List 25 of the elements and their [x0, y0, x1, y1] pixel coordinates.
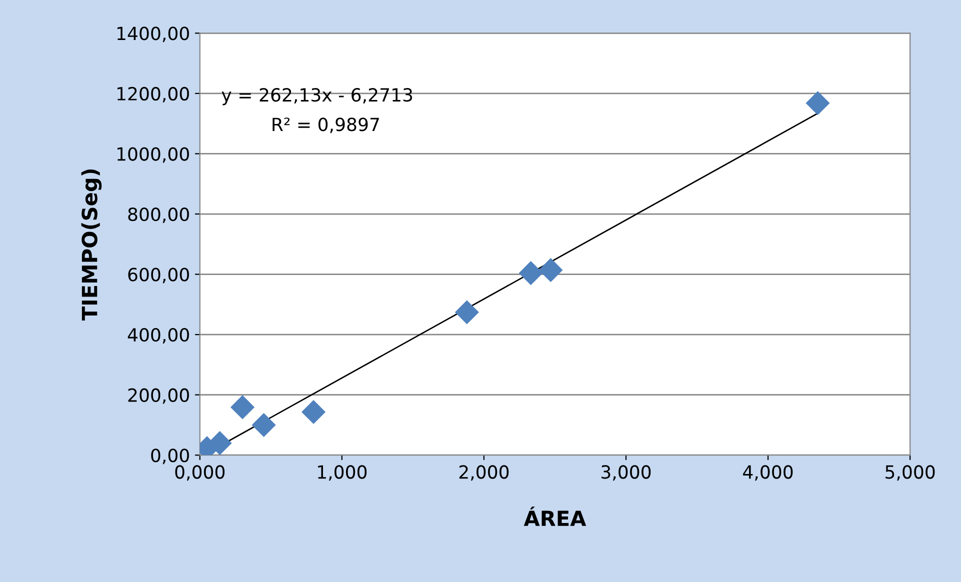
x-tick-label: 5,000: [886, 465, 935, 481]
x-tick-label: 4,000: [743, 465, 793, 481]
point: [301, 400, 326, 424]
y-tick-label: 1000,00: [117, 147, 189, 163]
point: [252, 412, 276, 438]
y-tick-label: 600,00: [128, 268, 189, 284]
x-tick-label: 1,000: [318, 465, 367, 481]
point: [518, 261, 543, 286]
annotation: R² = 0,9897: [272, 118, 379, 134]
point: [538, 258, 563, 282]
y-tick-label: 200,00: [128, 388, 189, 404]
x-tick-label: 2,000: [459, 465, 509, 481]
point: [230, 395, 255, 420]
point: [454, 300, 479, 324]
point: [806, 91, 830, 116]
y-tick-label: 1400,00: [117, 26, 189, 42]
x-tick-label: 3,000: [602, 465, 651, 481]
x-axis-title: ÁREA: [524, 506, 586, 526]
y-axis-title: TIEMPO(Seg): [81, 169, 102, 321]
y-tick-label: 0,00: [151, 448, 189, 464]
y-tick-label: 400,00: [128, 328, 189, 344]
x-tick-label: 0,000: [175, 465, 225, 481]
annotation: y = 262,13x - 6,2713: [222, 88, 412, 106]
y-tick-label: 800,00: [128, 207, 189, 223]
y-tick-label: 1200,00: [117, 86, 189, 102]
